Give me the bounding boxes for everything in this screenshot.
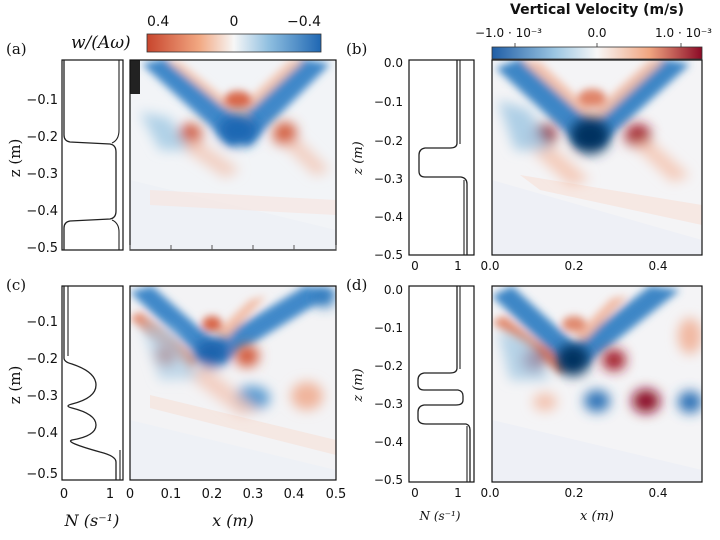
field-c-xtick-5: 0.5: [326, 487, 347, 502]
colorbar-a-tick-1: 0: [230, 14, 239, 30]
field-c-xlabel: x (m): [212, 511, 254, 530]
profile-d-ytick-3: −0.3: [374, 397, 403, 411]
field-d-xtick-0: 0.0: [480, 486, 499, 500]
field-b-xtick-0: 0.0: [480, 259, 499, 273]
panel-d-letter: (d): [346, 276, 367, 294]
profile-c-line-2: [67, 286, 121, 480]
profile-d-ylabel: z (m): [351, 368, 366, 402]
profile-a-ytick-3: −0.4: [26, 204, 58, 219]
field-c: [130, 286, 336, 480]
field-c-frame: [129, 285, 337, 481]
panel-c: (c) z (m) −0.1 −0.2 −0.3 −0.4 −0.5 0 1 N…: [6, 276, 346, 530]
colorbar-b-tick-0: −1.0 · 10⁻³: [475, 26, 542, 40]
field-b: [492, 60, 702, 255]
panel-a: (a) w/(Aω) 0.4 0 −0.4 z (m) −0.1 −0.2 −0…: [6, 14, 337, 256]
field-a: [130, 60, 336, 250]
profile-c-ytick-2: −0.3: [26, 389, 58, 404]
profile-b-ytick-4: −0.4: [374, 210, 403, 224]
field-b-xtick-1: 0.2: [564, 259, 583, 273]
profile-d-xtick-0: 0: [411, 486, 419, 500]
field-a-xticks: [129, 245, 337, 250]
profile-b-ytick-5: −0.5: [374, 248, 403, 262]
field-c-xtick-0: 0: [126, 487, 134, 502]
colorbar-a-tick-2: −0.4: [287, 14, 321, 30]
profile-b-xtick-0: 0: [411, 259, 419, 273]
profile-b-ytick-0: 0.0: [384, 56, 403, 70]
profile-b-ytick-2: −0.2: [374, 134, 403, 148]
field-b-frame: [491, 59, 703, 256]
field-c-xtick-4: 0.4: [284, 487, 305, 502]
panel-d: (d) z (m) 0.0 −0.1 −0.2 −0.3 −0.4 −0.5 0…: [346, 276, 703, 524]
profile-d-ytick-0: 0.0: [384, 283, 403, 297]
profile-a-ytick-2: −0.3: [26, 167, 58, 182]
profile-b-frame: [408, 59, 475, 256]
profile-d-xlabel: N (s⁻¹): [419, 509, 461, 523]
profile-c-xtick-1: 1: [106, 487, 114, 502]
profile-a-ytick-0: −0.1: [26, 93, 58, 108]
profile-c-line: [63, 286, 117, 480]
colorbar-b-tick-2: 1.0 · 10⁻³: [655, 26, 712, 40]
profile-d-yticks: 0.0 −0.1 −0.2 −0.3 −0.4 −0.5: [374, 283, 403, 487]
profile-c-yticks: −0.1 −0.2 −0.3 −0.4 −0.5: [26, 315, 58, 482]
profile-d-line: [417, 286, 471, 482]
panel-a-letter: (a): [6, 40, 27, 58]
profile-a-yticks: −0.1 −0.2 −0.3 −0.4 −0.5: [26, 93, 58, 256]
colorbar-b: [491, 46, 703, 60]
profile-c-ytick-4: −0.5: [26, 467, 58, 482]
profile-d-xtick-1: 1: [454, 486, 462, 500]
field-d-xtick-2: 0.4: [648, 486, 667, 500]
profile-c-ylabel: z (m): [6, 366, 24, 405]
field-a-frame: [129, 59, 337, 251]
profile-a-ylabel: z (m): [6, 139, 24, 178]
colorbar-a: [146, 33, 322, 53]
profile-a-ytick-4: −0.5: [26, 241, 58, 256]
profile-c-xlabel: N (s⁻¹): [64, 511, 120, 530]
profile-d-ytick-4: −0.4: [374, 435, 403, 449]
profile-b-xtick-1: 1: [454, 259, 462, 273]
profile-d-ytick-5: −0.5: [374, 473, 403, 487]
profile-c-ytick-1: −0.2: [26, 352, 58, 367]
field-b-xtick-2: 0.4: [648, 259, 667, 273]
field-d-frame: [491, 285, 703, 483]
profile-c-xtick-0: 0: [60, 487, 68, 502]
field-c-xtick-1: 0.1: [161, 487, 182, 502]
panel-c-letter: (c): [6, 276, 26, 294]
profile-b-ytick-3: −0.3: [374, 172, 403, 186]
profile-a-ytick-1: −0.2: [26, 130, 58, 145]
profile-b-yticks: 0.0 −0.1 −0.2 −0.3 −0.4 −0.5: [374, 56, 403, 262]
field-d-xtick-1: 0.2: [564, 486, 583, 500]
profile-d-ytick-2: −0.2: [374, 359, 403, 373]
field-d: [492, 286, 702, 482]
colorbar-a-tick-0: 0.4: [147, 14, 169, 30]
profile-a-line-2: [111, 60, 120, 250]
panel-b-letter: (b): [346, 40, 367, 58]
profile-b-line-2: [459, 60, 465, 255]
profile-c-ytick-0: −0.1: [26, 315, 58, 330]
profile-d-frame: [408, 285, 475, 483]
colorbar-b-ticks: [514, 43, 682, 47]
field-c-xtick-3: 0.3: [243, 487, 264, 502]
field-c-xtick-2: 0.2: [202, 487, 223, 502]
profile-c-frame: [61, 285, 124, 481]
profile-b-ylabel: z (m): [351, 141, 366, 175]
profile-b-ytick-1: −0.1: [374, 95, 403, 109]
profile-c-ytick-3: −0.4: [26, 426, 58, 441]
field-c-xticks: 0 0.1 0.2 0.3 0.4 0.5: [126, 487, 346, 502]
profile-b-line: [418, 60, 468, 255]
colorbar-b-tick-1: 0.0: [587, 26, 606, 40]
panel-b: (b) Vertical Velocity (m/s) −1.0 · 10⁻³ …: [346, 2, 712, 273]
profile-a-line: [63, 60, 117, 250]
colorbar-a-title: w/(Aω): [71, 33, 131, 53]
profile-d-ytick-1: −0.1: [374, 321, 403, 335]
colorbar-b-title: Vertical Velocity (m/s): [510, 2, 684, 18]
profile-d-line-2: [459, 286, 468, 482]
field-d-xlabel: x (m): [580, 509, 614, 524]
